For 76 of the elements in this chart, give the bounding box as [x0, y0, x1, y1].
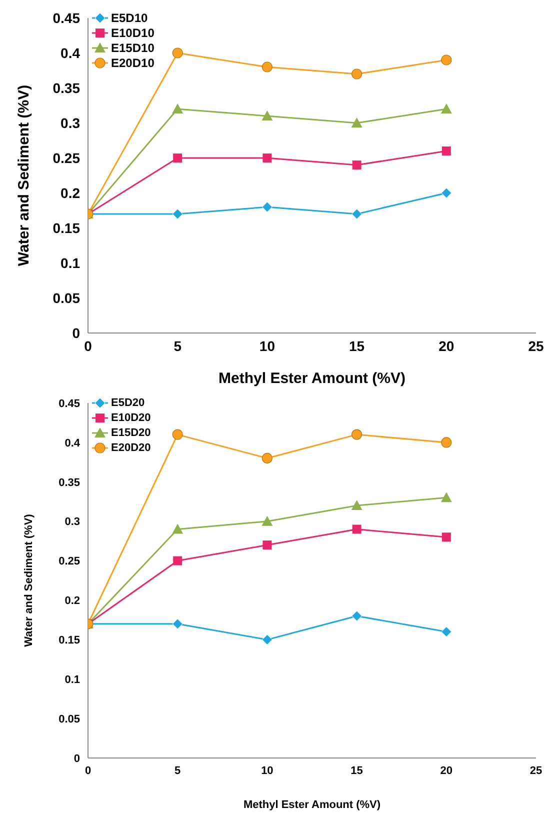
y-tick-label: 0.25 — [58, 556, 80, 568]
point — [351, 500, 362, 510]
point — [442, 532, 451, 542]
y-tick-label: 0.15 — [58, 634, 80, 647]
legend-label: E5D10 — [111, 10, 148, 24]
x-tick-label: 0 — [84, 764, 92, 777]
point — [352, 524, 362, 534]
point — [172, 524, 184, 534]
point — [352, 610, 362, 622]
x-tick-label: 10 — [261, 764, 274, 777]
x-tick-label: 0 — [84, 338, 92, 354]
legend-label: E15D10 — [111, 40, 154, 54]
legend-label: E20D20 — [111, 442, 151, 454]
point — [441, 54, 452, 66]
x-tick-label: 20 — [440, 764, 453, 777]
x-tick-label: 5 — [174, 338, 182, 354]
y-tick-label: 0.35 — [52, 80, 80, 96]
point — [441, 626, 452, 638]
point — [172, 208, 183, 220]
x-tick-label: 25 — [530, 764, 542, 777]
point — [172, 48, 183, 58]
point — [172, 429, 183, 440]
point — [173, 154, 182, 162]
y-tick-label: 0.3 — [64, 516, 80, 528]
x-tick-label: 20 — [438, 338, 454, 354]
legend-label: E15D20 — [111, 426, 151, 438]
point — [352, 429, 362, 440]
point — [352, 68, 362, 80]
point — [172, 104, 184, 114]
point — [262, 516, 273, 526]
x-tick-label: 5 — [174, 764, 181, 777]
point — [351, 118, 362, 128]
x-tick-label: 10 — [259, 338, 276, 354]
point — [352, 208, 362, 220]
point — [441, 437, 452, 448]
legend-label: E5D20 — [111, 396, 145, 408]
point — [442, 146, 451, 156]
y-tick-label: 0.05 — [58, 713, 80, 726]
y-tick-label: 0.1 — [60, 254, 80, 271]
legend-label: E10D10 — [111, 26, 154, 40]
y-tick-label: 0.2 — [60, 184, 80, 201]
y-tick-label: 0.25 — [52, 150, 80, 166]
y-tick-label: 0.15 — [52, 220, 80, 236]
y-axis-title: Water and Sediment (%V) — [15, 84, 32, 266]
y-tick-label: 0.3 — [60, 114, 80, 131]
point — [173, 556, 182, 566]
point — [262, 62, 272, 72]
y-tick-label: 0.05 — [52, 290, 80, 306]
point — [352, 160, 362, 170]
y-tick-label: 0 — [74, 752, 80, 765]
y-tick-label: 0.45 — [52, 10, 80, 26]
y-tick-label: 0.4 — [64, 437, 81, 450]
y-tick-label: 0.45 — [58, 398, 80, 410]
point — [440, 492, 452, 502]
point — [262, 452, 272, 464]
x-axis-title: Methyl Ester Amount (%V) — [218, 370, 406, 387]
y-tick-label: 0.2 — [64, 595, 80, 608]
point — [262, 540, 272, 550]
point — [441, 188, 452, 198]
point — [172, 618, 183, 630]
point — [262, 154, 272, 162]
y-tick-label: 0.4 — [60, 44, 80, 61]
x-axis-title: Methyl Ester Amount (%V) — [243, 799, 381, 811]
y-tick-label: 0.1 — [64, 674, 80, 686]
y-tick-label: 0.35 — [58, 476, 80, 489]
point — [262, 634, 272, 645]
legend-label: E10D20 — [111, 412, 151, 424]
x-tick-label: 25 — [528, 338, 544, 354]
point — [262, 202, 272, 212]
y-tick-label: 0 — [72, 324, 80, 341]
x-tick-label: 15 — [349, 338, 365, 354]
y-axis-title: Water and Sediment (%V) — [22, 514, 35, 647]
point — [440, 104, 452, 114]
x-tick-label: 15 — [350, 764, 363, 777]
point — [262, 110, 273, 120]
legend-label: E20D10 — [111, 56, 154, 70]
